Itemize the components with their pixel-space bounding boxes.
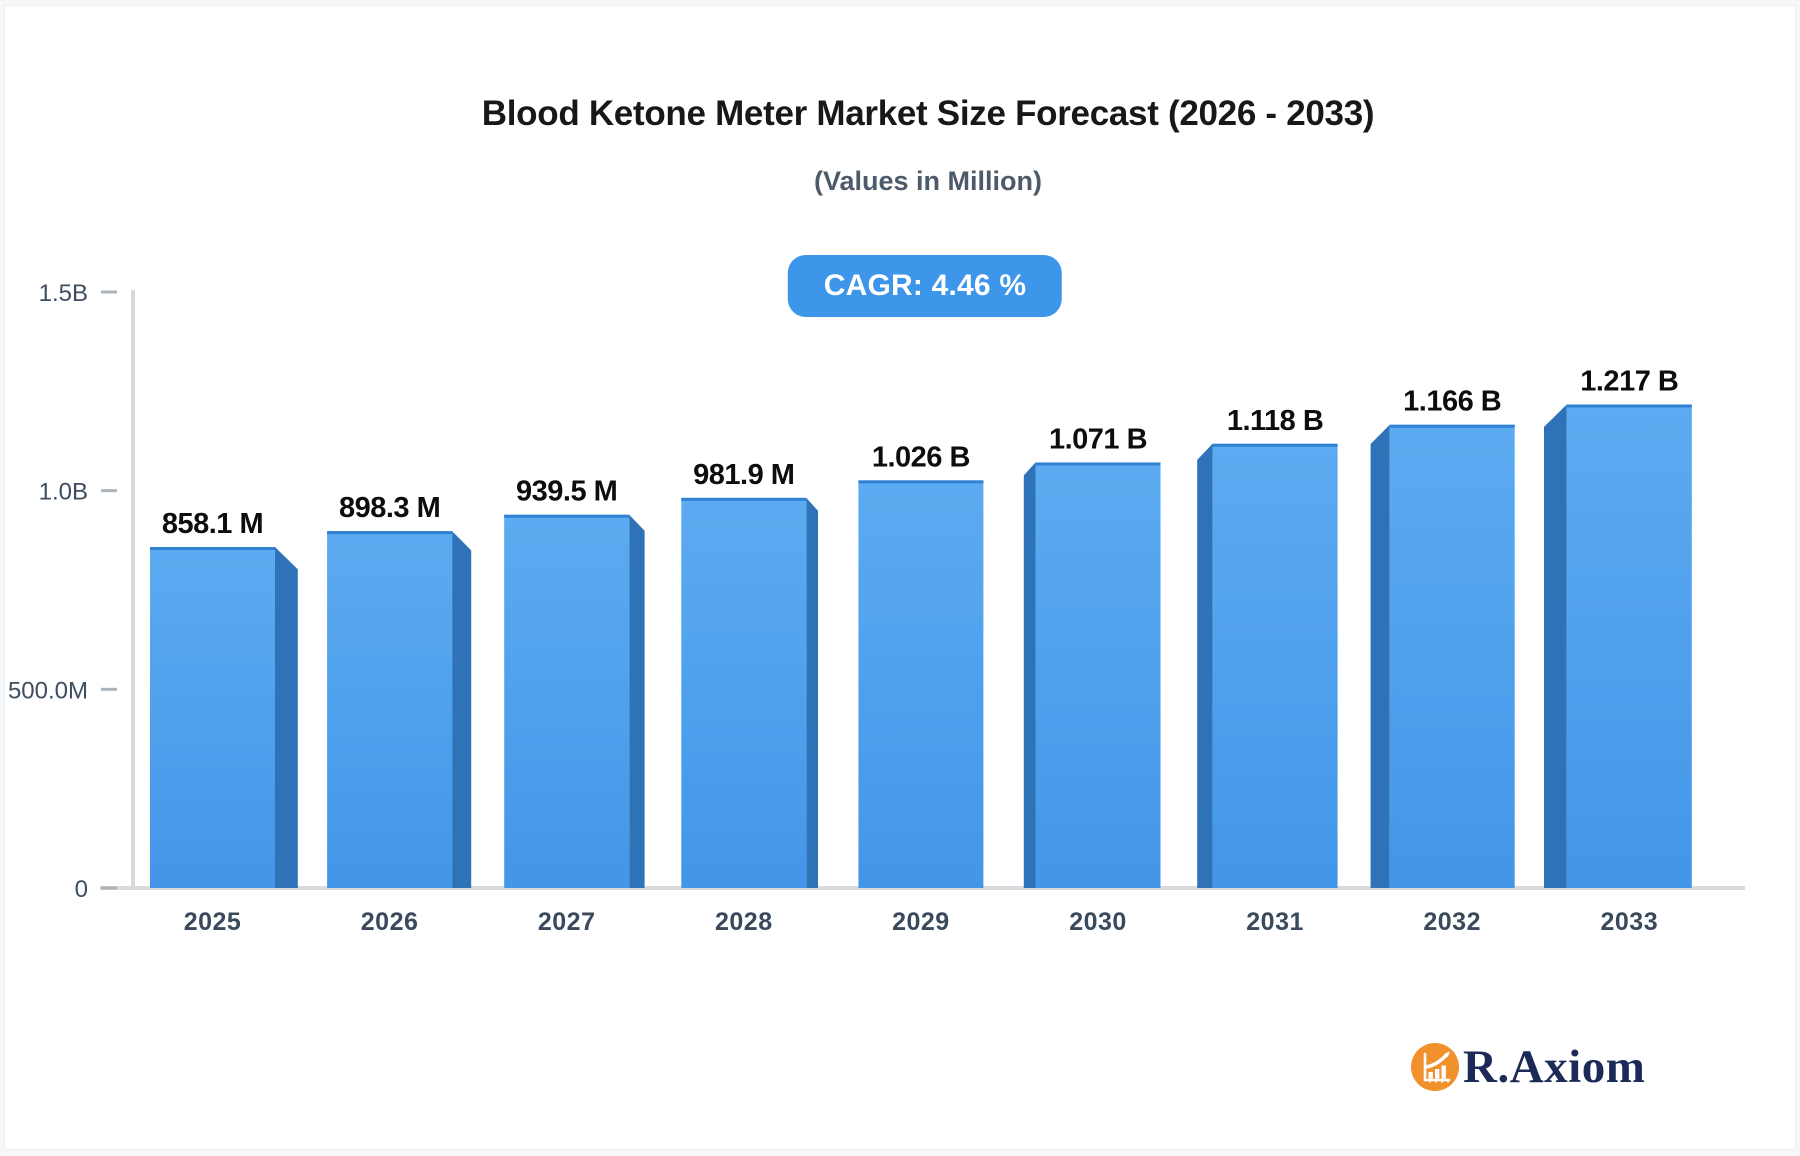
- bar-value-label: 898.3 M: [339, 492, 440, 524]
- bar-side: [1197, 443, 1213, 888]
- bar-value-label: 981.9 M: [693, 459, 794, 491]
- x-axis-label: 2033: [1600, 908, 1658, 936]
- bar-face: [1389, 424, 1515, 888]
- x-axis-label: 2032: [1423, 908, 1481, 936]
- bar-value-label: 1.217 B: [1580, 365, 1678, 397]
- x-axis-label: 2031: [1246, 908, 1304, 936]
- brand-logo: R.Axiom: [1411, 1040, 1645, 1094]
- bar-side: [1370, 424, 1390, 888]
- bar-value-label: 1.166 B: [1403, 386, 1501, 418]
- bar-face: [327, 531, 453, 888]
- bar-face: [150, 547, 275, 888]
- bar-face: [681, 497, 807, 888]
- bar-value-label: 1.118 B: [1227, 405, 1323, 437]
- chart-title: Blood Ketone Meter Market Size Forecast …: [481, 94, 1375, 133]
- bar-face: [1212, 443, 1338, 888]
- x-axis-label: 2030: [1069, 908, 1127, 936]
- x-axis-label: 2026: [361, 908, 419, 936]
- bar-face: [1566, 404, 1692, 888]
- y-axis-tick-label: 1.5B: [39, 280, 88, 307]
- bar-face: [1035, 462, 1161, 888]
- bar-side: [452, 531, 472, 888]
- bar-side: [806, 497, 818, 888]
- bar-value-label: 858.1 M: [162, 508, 263, 540]
- x-axis-label: 2029: [892, 908, 950, 936]
- x-axis-label: 2025: [184, 908, 242, 936]
- bar-value-label: 1.026 B: [872, 441, 970, 473]
- logo-text: R.Axiom: [1463, 1041, 1646, 1093]
- cagr-badge: CAGR: 4.46 %: [787, 255, 1063, 317]
- bar-chart-growth-icon: [1411, 1043, 1459, 1091]
- bar-side: [1544, 404, 1567, 888]
- bar-side: [275, 547, 298, 888]
- bar-side: [629, 514, 645, 888]
- y-axis-tick-label: 500.0M: [8, 677, 88, 704]
- bar-value-label: 1.071 B: [1049, 423, 1147, 455]
- bar-side: [1023, 462, 1036, 888]
- x-axis-label: 2027: [538, 908, 596, 936]
- x-axis-label: 2028: [715, 908, 773, 936]
- bar-value-label: 939.5 M: [516, 476, 617, 508]
- bar-face: [858, 480, 984, 888]
- y-axis-tick-label: 1.0B: [39, 479, 88, 506]
- chart-subtitle: (Values in Million): [813, 166, 1043, 196]
- bar-face: [504, 514, 630, 888]
- y-axis-tick-label: 0: [75, 876, 88, 903]
